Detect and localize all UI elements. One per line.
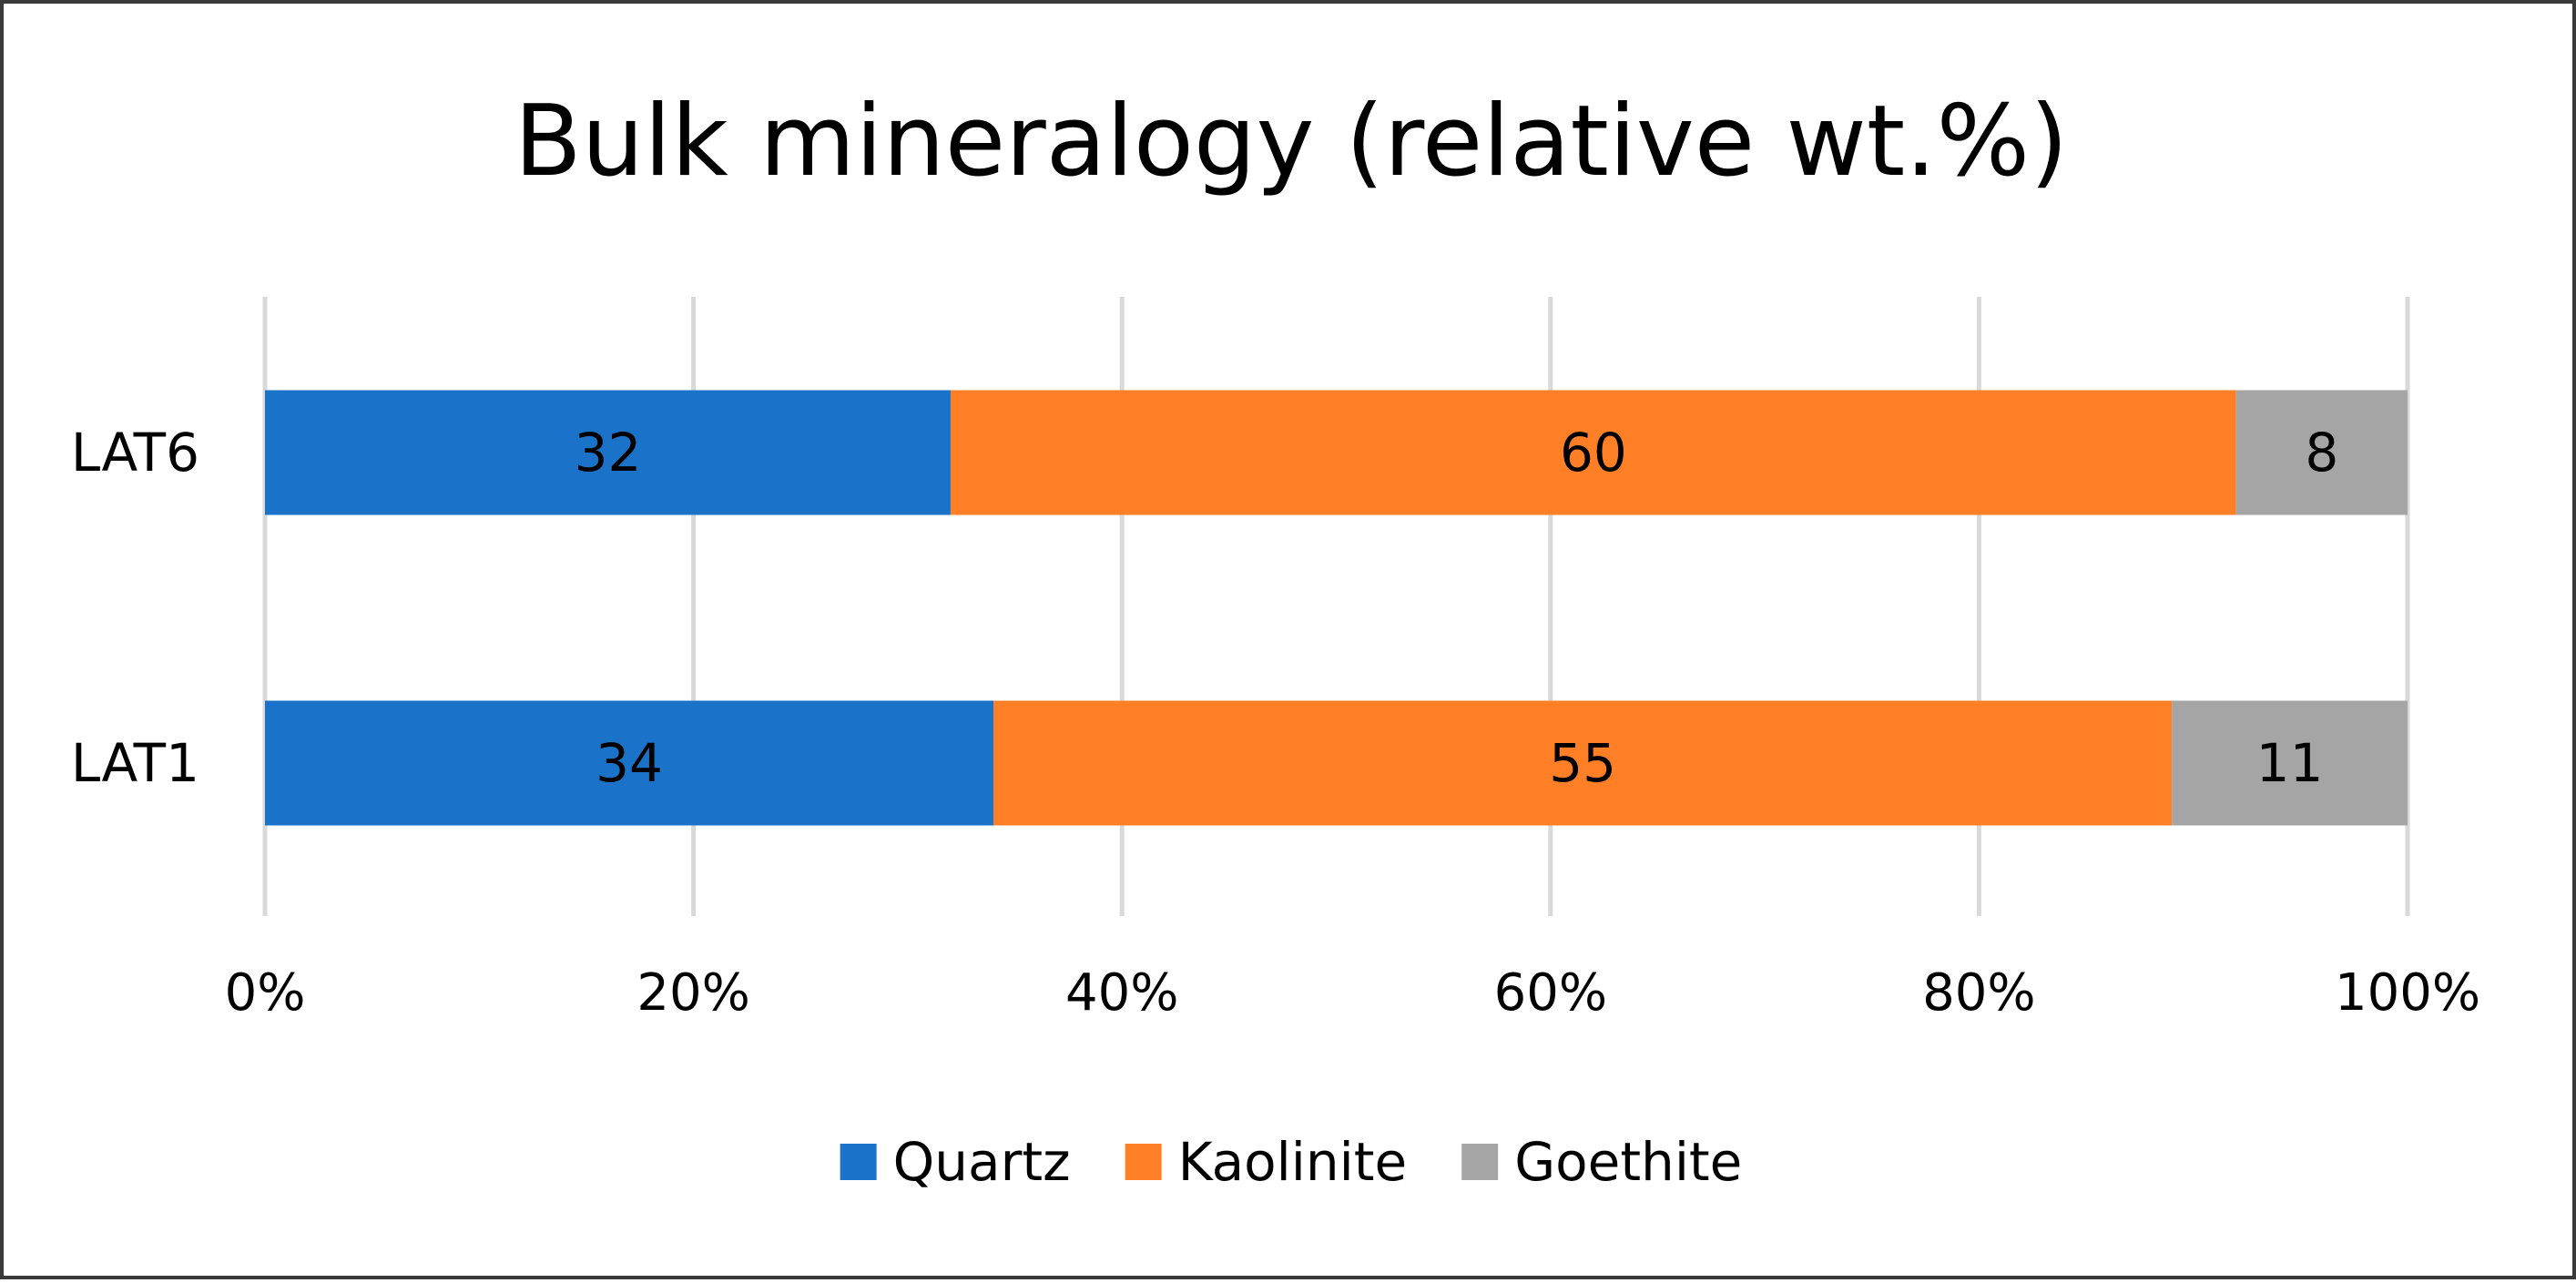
data-label: 34 <box>596 732 663 794</box>
legend-label-quartz: Quartz <box>893 1131 1071 1193</box>
legend-label-goethite: Goethite <box>1514 1131 1742 1193</box>
data-label: 11 <box>2256 732 2324 794</box>
value-axis: 0% 20% 40% 60% 80% 100% <box>225 963 2480 1023</box>
bar-quartz-lat1 <box>265 700 994 826</box>
x-tick-label: 100% <box>2335 963 2480 1023</box>
category-label: LAT6 <box>71 422 199 484</box>
data-label: 55 <box>1549 732 1616 794</box>
data-label: 8 <box>2305 422 2338 484</box>
data-label: 32 <box>575 422 642 484</box>
category-label: LAT1 <box>71 732 199 794</box>
legend: Quartz Kaolinite Goethite <box>840 1131 1742 1193</box>
chart-svg: Bulk mineralogy (relative wt.%) 32 60 8 34 5… <box>71 85 2480 1193</box>
x-tick-label: 60% <box>1494 963 1607 1023</box>
x-tick-label: 40% <box>1065 963 1178 1023</box>
data-labels: 32 60 8 34 55 11 <box>575 422 2339 794</box>
category-axis: LAT6 LAT1 <box>71 422 199 794</box>
bar-quartz-lat6 <box>265 390 951 515</box>
legend-swatch-quartz <box>840 1144 877 1180</box>
bar-kaolinite-lat1 <box>993 700 2173 826</box>
legend-label-kaolinite: Kaolinite <box>1178 1131 1408 1193</box>
x-tick-label: 0% <box>225 963 306 1023</box>
bars <box>265 390 2408 826</box>
legend-swatch-kaolinite <box>1125 1144 1162 1180</box>
chart-title: Bulk mineralogy (relative wt.%) <box>514 85 2069 199</box>
bar-goethite-lat1 <box>2172 700 2408 826</box>
legend-swatch-goethite <box>1461 1144 1499 1180</box>
x-tick-label: 80% <box>1922 963 2035 1023</box>
bar-goethite-lat6 <box>2235 390 2408 515</box>
bar-kaolinite-lat6 <box>950 390 2236 515</box>
data-label: 60 <box>1560 422 1627 484</box>
x-tick-label: 20% <box>636 963 749 1023</box>
